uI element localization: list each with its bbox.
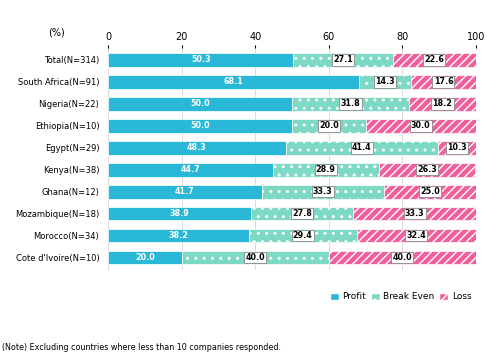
Bar	[292, 97, 409, 111]
Bar	[108, 207, 251, 221]
Bar	[262, 185, 384, 199]
Bar	[366, 119, 476, 133]
Text: 10.3: 10.3	[447, 143, 466, 152]
Text: 28.9: 28.9	[316, 165, 336, 174]
Bar	[358, 75, 411, 89]
Bar	[108, 97, 292, 111]
Bar	[384, 185, 476, 199]
Bar	[108, 163, 272, 177]
Text: 27.1: 27.1	[333, 56, 353, 64]
Bar	[108, 75, 358, 89]
Bar	[329, 251, 476, 264]
Bar	[293, 53, 392, 67]
Bar	[251, 207, 354, 221]
Bar	[438, 141, 476, 155]
Text: 22.6: 22.6	[424, 56, 444, 64]
Text: 31.8: 31.8	[340, 99, 360, 108]
Text: 26.3: 26.3	[417, 165, 437, 174]
Bar	[292, 97, 409, 111]
Bar	[392, 53, 476, 67]
Text: (Note) Excluding countries where less than 10 companies responded.: (Note) Excluding countries where less th…	[2, 343, 281, 352]
Text: 50.0: 50.0	[190, 121, 210, 130]
Bar	[108, 53, 293, 67]
Legend: Profit, Break Even, Loss: Profit, Break Even, Loss	[326, 289, 475, 305]
Text: 29.4: 29.4	[293, 231, 312, 240]
Bar	[329, 251, 476, 264]
Bar	[248, 229, 356, 242]
Text: (%): (%)	[48, 28, 64, 38]
Text: 32.4: 32.4	[406, 231, 426, 240]
Bar	[392, 53, 476, 67]
Text: 33.3: 33.3	[405, 209, 424, 218]
Bar	[286, 141, 438, 155]
Text: 40.0: 40.0	[246, 253, 265, 262]
Bar	[248, 229, 356, 242]
Text: 20.0: 20.0	[135, 253, 155, 262]
Text: 38.2: 38.2	[168, 231, 188, 240]
Bar	[409, 97, 476, 111]
Text: 68.1: 68.1	[224, 78, 244, 86]
Bar	[182, 251, 329, 264]
Text: 44.7: 44.7	[180, 165, 200, 174]
Text: 17.6: 17.6	[434, 78, 454, 86]
Text: 27.8: 27.8	[292, 209, 312, 218]
Bar	[358, 75, 411, 89]
Bar	[108, 185, 262, 199]
Bar	[251, 207, 354, 221]
Text: 14.3: 14.3	[375, 78, 394, 86]
Bar	[182, 251, 329, 264]
Bar	[384, 185, 476, 199]
Bar	[272, 163, 379, 177]
Bar	[356, 229, 476, 242]
Bar	[411, 75, 476, 89]
Text: 20.0: 20.0	[319, 121, 338, 130]
Text: 50.0: 50.0	[190, 99, 210, 108]
Bar	[292, 119, 366, 133]
Text: 41.4: 41.4	[352, 143, 372, 152]
Bar	[108, 141, 286, 155]
Text: 25.0: 25.0	[420, 187, 440, 196]
Text: 18.2: 18.2	[432, 99, 452, 108]
Text: 48.3: 48.3	[187, 143, 207, 152]
Text: 33.3: 33.3	[313, 187, 332, 196]
Bar	[438, 141, 476, 155]
Bar	[108, 251, 182, 264]
Bar	[411, 75, 476, 89]
Bar	[354, 207, 476, 221]
Bar	[356, 229, 476, 242]
Bar	[354, 207, 476, 221]
Bar	[293, 53, 392, 67]
Text: 40.0: 40.0	[392, 253, 412, 262]
Bar	[379, 163, 476, 177]
Bar	[272, 163, 379, 177]
Bar	[379, 163, 476, 177]
Text: 38.9: 38.9	[170, 209, 190, 218]
Bar	[286, 141, 438, 155]
Bar	[108, 229, 248, 242]
Bar	[366, 119, 476, 133]
Bar	[262, 185, 384, 199]
Text: 50.3: 50.3	[191, 56, 210, 64]
Text: 30.0: 30.0	[411, 121, 430, 130]
Bar	[409, 97, 476, 111]
Text: 41.7: 41.7	[175, 187, 195, 196]
Bar	[292, 119, 366, 133]
Bar	[108, 119, 292, 133]
